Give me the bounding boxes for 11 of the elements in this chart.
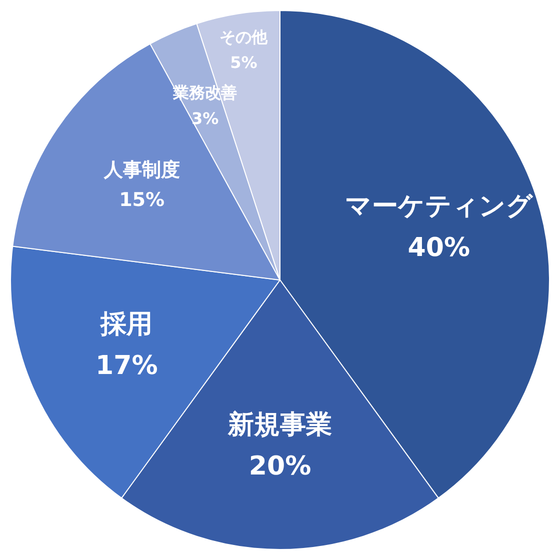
- data-label: 5%: [230, 53, 258, 72]
- data-label: 20%: [248, 452, 312, 482]
- slice-label: 人事制度: [102, 158, 180, 181]
- slice-label: 採用: [100, 309, 153, 340]
- slice-label: マーケティング: [344, 191, 534, 222]
- data-label: 17%: [96, 350, 158, 381]
- data-label: 40%: [408, 232, 470, 263]
- data-label: 15%: [119, 189, 165, 212]
- slice-label: その他: [220, 27, 269, 46]
- data-label: 3%: [191, 108, 219, 128]
- slice-label: 新規事業: [227, 410, 332, 440]
